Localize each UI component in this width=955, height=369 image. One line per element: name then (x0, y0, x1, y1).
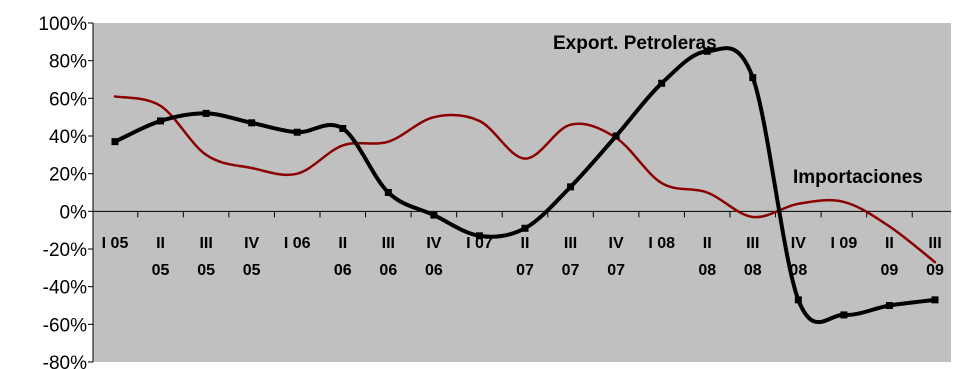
x-tick-label-18: III 09 (926, 235, 944, 279)
data-point-export-petroleras-3 (248, 119, 256, 127)
data-point-export-petroleras-12 (658, 79, 666, 87)
y-tick-label-6: 40% (49, 127, 87, 148)
y-tick-label-7: 60% (49, 89, 87, 110)
data-point-export-petroleras-14 (749, 74, 757, 82)
data-point-export-petroleras-16 (840, 311, 848, 319)
x-tick-label-2: III 05 (197, 235, 215, 279)
x-tick-label-11: IV 07 (607, 235, 625, 279)
x-tick-label-1: II 05 (152, 235, 170, 279)
data-point-export-petroleras-8 (475, 232, 483, 240)
x-tick-label-5: II 06 (334, 235, 352, 279)
x-tick-label-14: III 08 (744, 235, 762, 279)
x-tick-label-9: II 07 (516, 235, 534, 279)
x-tick-label-10: III 07 (562, 235, 580, 279)
data-point-export-petroleras-9 (521, 224, 529, 232)
x-tick-label-16: I 09 (831, 235, 858, 252)
x-tick-label-4: I 06 (284, 235, 311, 252)
plot-area (93, 23, 951, 362)
series-label-importaciones: Importaciones (793, 167, 923, 188)
data-point-export-petroleras-2 (202, 109, 210, 117)
data-point-export-petroleras-1 (157, 117, 165, 125)
y-axis: -80% -60% -40% -20% 0% 20% 40% 60% 80% 100% (38, 14, 94, 369)
data-point-export-petroleras-10 (567, 183, 575, 191)
y-tick-label-2: -40% (43, 278, 87, 299)
data-point-export-petroleras-0 (111, 138, 119, 146)
y-tick-label-1: -60% (43, 315, 87, 336)
data-point-export-petroleras-7 (430, 211, 438, 219)
y-tick-label-8: 80% (49, 52, 87, 73)
data-point-export-petroleras-11 (612, 132, 620, 140)
y-tick-label-4: 0% (60, 202, 88, 223)
data-point-export-petroleras-17 (885, 302, 893, 309)
x-tick-label-0: I 05 (102, 235, 129, 252)
data-point-export-petroleras-6 (384, 189, 392, 196)
data-point-export-petroleras-15 (794, 296, 802, 304)
x-tick-label-6: III 06 (379, 235, 397, 279)
x-tick-label-15: IV 08 (789, 235, 807, 279)
x-tick-label-7: IV 06 (425, 235, 443, 279)
x-tick-label-12: I 08 (648, 235, 675, 252)
x-tick-label-17: II 09 (881, 235, 899, 279)
x-tick-label-3: IV 05 (243, 235, 261, 279)
data-point-export-petroleras-5 (339, 124, 347, 132)
data-point-export-petroleras-18 (931, 296, 939, 304)
series-line-importaciones (113, 95, 937, 264)
y-tick-label-9: 100% (38, 14, 87, 35)
series-label-export-petroleras: Export. Petroleras (553, 33, 717, 54)
y-tick-label-5: 20% (49, 165, 87, 186)
series-group (111, 46, 939, 324)
data-point-export-petroleras-13 (703, 47, 711, 55)
y-tick-label-3: -20% (43, 240, 87, 261)
data-point-export-petroleras-4 (293, 128, 301, 136)
x-tick-label-8: I 07 (466, 235, 493, 252)
y-tick-label-0: -80% (43, 353, 87, 369)
x-axis-labels: I 05 II 05 III 05 IV 05 I 06 II 06 III 06 IV 06 I 07 II… (102, 235, 944, 279)
x-tick-label-13: II 08 (698, 235, 716, 279)
